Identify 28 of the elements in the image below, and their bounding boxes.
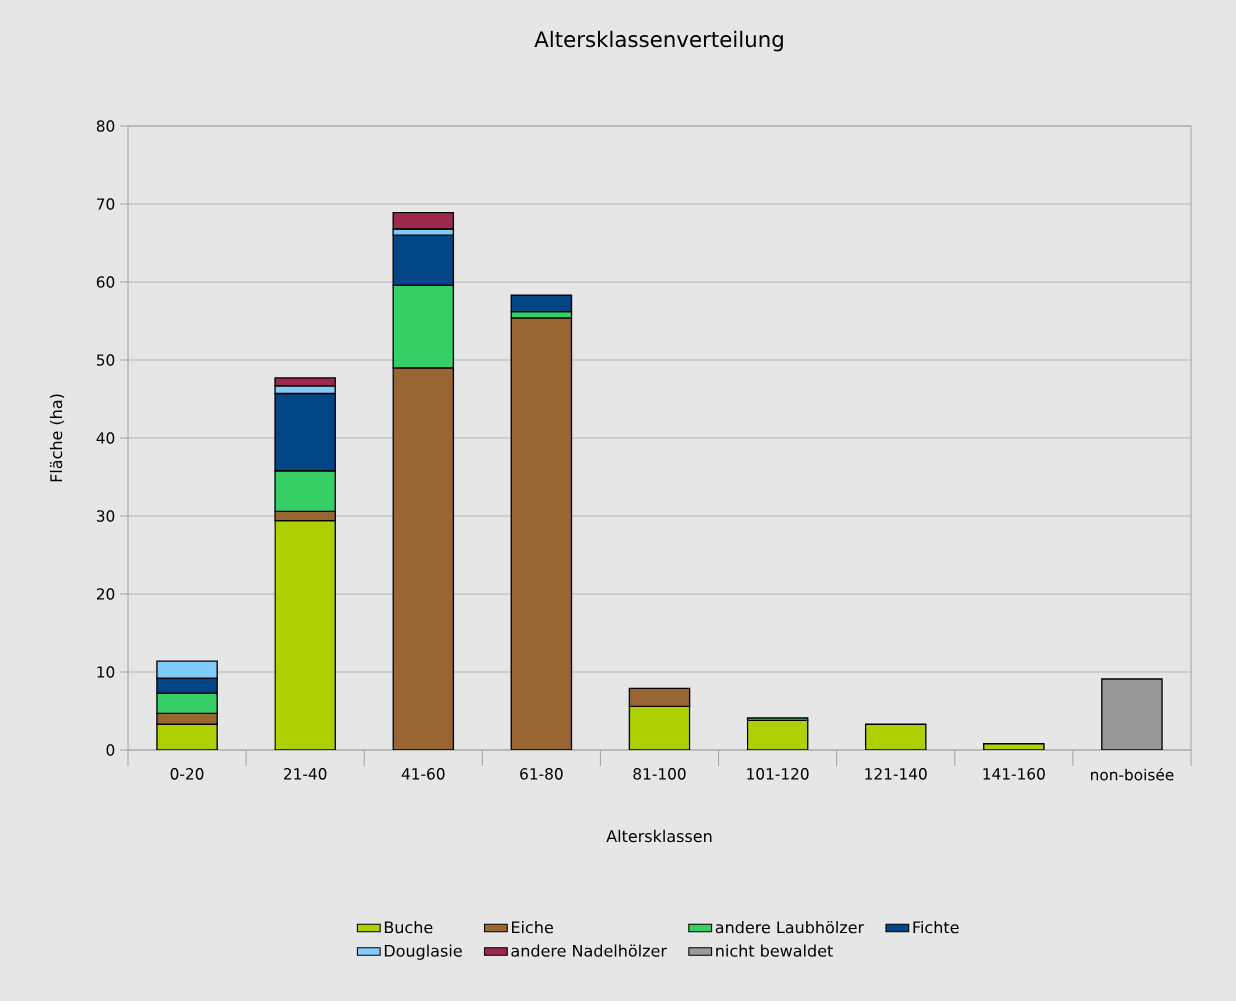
y-tick-label: 20: [96, 588, 115, 600]
x-tick-label: 41-60: [401, 768, 445, 780]
x-tick-label: 101-120: [747, 768, 809, 780]
legend-label: andere Nadelhölzer: [511, 944, 667, 957]
y-tick-label: 40: [96, 432, 115, 444]
x-tick-label: 81-100: [633, 768, 686, 780]
x-tick-label: 61-80: [520, 768, 563, 780]
legend-label: Douglasie: [384, 944, 462, 960]
x-tick-label: 121-140: [865, 768, 927, 780]
x-tick-label: 21-40: [284, 768, 327, 780]
y-tick-label: 0: [106, 744, 115, 756]
y-tick-label: 10: [97, 666, 115, 678]
x-tick-label: 141-160: [983, 768, 1045, 780]
x-tick-label: 0-20: [170, 768, 204, 780]
legend-label: andere Laubhölzer: [715, 920, 865, 934]
x-tick-label: non-boisée: [1091, 768, 1174, 781]
y-tick-label: 80: [96, 120, 115, 132]
legend-label: Fichte: [913, 920, 959, 934]
legend-label: nicht bewaldet: [716, 944, 833, 957]
x-axis-title: Altersklassen: [606, 829, 712, 843]
legend-label: Eiche: [512, 920, 553, 934]
y-tick-label: 50: [96, 354, 115, 366]
chart-title: Altersklassenverteilung: [534, 30, 783, 52]
y-tick-label: 60: [96, 276, 115, 288]
y-tick-label: 70: [97, 198, 115, 210]
legend-label: Buche: [384, 920, 433, 934]
y-axis-title: Fläche (ha): [49, 394, 65, 482]
y-tick-label: 30: [96, 510, 115, 522]
